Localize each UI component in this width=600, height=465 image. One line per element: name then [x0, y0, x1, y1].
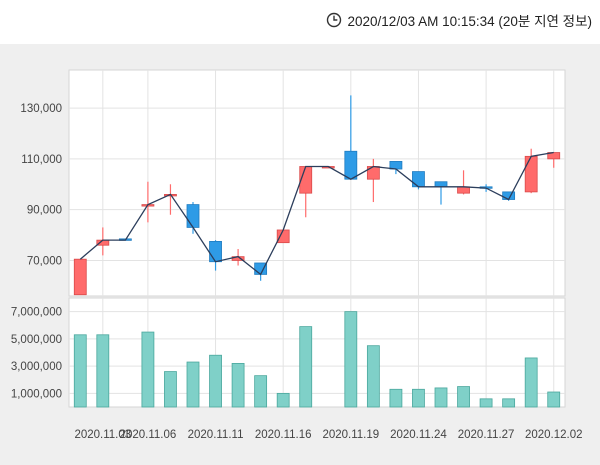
volume-tick-label: 5,000,000: [11, 334, 62, 346]
clock-icon: [326, 12, 341, 28]
x-tick-label: 2020.11.03: [74, 429, 131, 441]
volume-tick-label: 3,000,000: [11, 361, 62, 373]
timestamp-text: 2020/12/03 AM 10:15:34 (20분 지연 정보): [347, 14, 592, 29]
candle-body: [276, 229, 290, 244]
price-tick-label: 90,000: [27, 205, 62, 217]
volume-bar: [502, 398, 516, 408]
volume-bar: [434, 387, 448, 408]
volume-bar: [412, 388, 425, 408]
volume-bar: [231, 362, 245, 408]
price-tick-label: 110,000: [21, 154, 62, 166]
timestamp: 2020/12/03 AM 10:15:34 (20분 지연 정보): [326, 9, 592, 31]
price-tick-label: 70,000: [27, 255, 62, 267]
volume-bar: [479, 398, 493, 408]
candle-body: [457, 186, 470, 194]
volume-bar: [164, 371, 177, 408]
volume-bar: [186, 361, 200, 408]
volume-bar: [457, 386, 470, 408]
volume-bar: [299, 326, 313, 408]
volume-bar: [96, 334, 110, 408]
x-tick-label: 2020.11.24: [390, 429, 447, 441]
x-tick-label: 2020.11.19: [322, 429, 379, 441]
volume-bar: [389, 388, 403, 408]
candle-body: [412, 171, 425, 188]
close-price-line: [79, 151, 554, 276]
x-tick-label: 2020.11.11: [188, 429, 244, 441]
stock-chart: 70,000 90,000 110,000 130,000 1,000,000 3,000…: [11, 69, 583, 441]
volume-tick-label: 7,000,000: [11, 307, 62, 319]
volume-bar: [254, 375, 268, 408]
volume-tick-label: 1,000,000: [11, 388, 62, 400]
x-tick-label: 2020.12.02: [525, 429, 583, 441]
x-tick-label: 2020.11.06: [120, 429, 177, 441]
candle-body: [186, 204, 200, 228]
candle-body: [524, 155, 538, 193]
x-tick-label: 2020.11.27: [458, 429, 515, 441]
candle-body: [344, 150, 358, 180]
volume-bar: [524, 357, 538, 408]
volume-bar: [276, 392, 290, 408]
price-panel: [68, 69, 566, 297]
candle-body: [547, 152, 561, 160]
candle-body: [209, 241, 222, 263]
volume-bar: [73, 334, 87, 408]
chart-area: 70,000 90,000 110,000 130,000 1,000,000 3,000…: [0, 44, 600, 465]
volume-bar: [366, 345, 380, 408]
volume-bar: [344, 311, 358, 408]
header-bar: 2020/12/03 AM 10:15:34 (20분 지연 정보): [0, 0, 600, 44]
price-tick-label: 130,000: [20, 103, 62, 115]
x-tick-label: 2020.11.16: [255, 429, 312, 441]
volume-bar: [209, 354, 222, 408]
candle-body: [434, 181, 448, 188]
volume-bar: [547, 391, 561, 408]
volume-bar: [141, 331, 155, 408]
candle-body: [73, 258, 87, 296]
